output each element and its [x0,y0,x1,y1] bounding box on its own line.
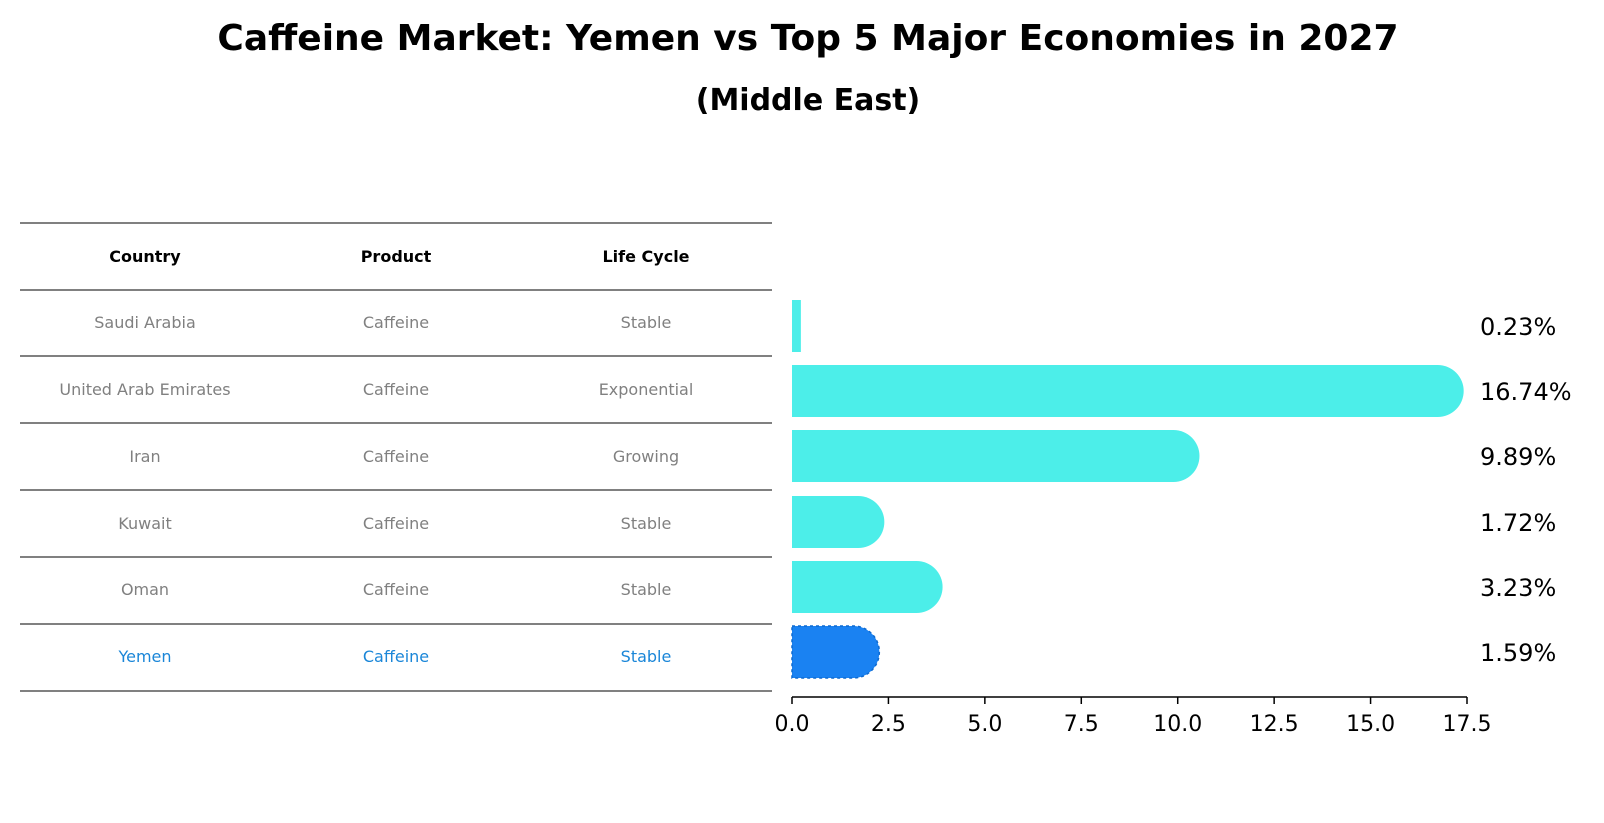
table-cell: Kuwait [118,514,171,533]
data-table: Country Product Life Cycle Saudi Arabia Caff… [20,222,772,692]
x-tick-label: 10.0 [1153,712,1202,737]
table-cell: Oman [121,580,169,599]
table-cell: Caffeine [363,647,429,666]
x-tick-label: 0.0 [775,712,810,737]
table-cell: Caffeine [363,514,429,533]
table-cell: Growing [613,447,679,466]
table-cell: Stable [621,647,672,666]
bar-saudi-arabia [792,300,801,352]
bar-value-label: 1.59% [1480,639,1556,667]
bar-yemen [791,625,881,679]
x-axis: 0.0 2.5 5.0 7.5 10.0 12.5 15.0 17.5 [775,696,1492,737]
x-tick-label: 2.5 [871,712,906,737]
table-cell: United Arab Emirates [59,380,230,399]
table-cell: Iran [129,447,160,466]
bar-value-label: 3.23% [1480,574,1556,602]
table-cell: Caffeine [363,447,429,466]
bar-united-arab-emirates [792,365,1464,417]
chart-title: Caffeine Market: Yemen vs Top 5 Major Ec… [217,18,1398,59]
table-cell: Stable [621,313,672,332]
table-header-country: Country [109,247,181,266]
table-cell: Exponential [599,380,694,399]
x-tick-label: 17.5 [1443,712,1492,737]
x-tick-label: 5.0 [967,712,1002,737]
bar-kuwait [792,496,885,548]
x-tick-label: 12.5 [1250,712,1299,737]
bar-value-label: 0.23% [1480,313,1556,341]
chart-subtitle: (Middle East) [696,83,921,118]
table-header-product: Product [361,247,432,266]
bar-value-label: 16.74% [1480,378,1572,406]
bar-value-label: 1.72% [1480,509,1556,537]
x-tick-label: 15.0 [1346,712,1395,737]
bar-iran [792,430,1200,482]
bar-plot: 0.23% 16.74% 9.89% 1.72% 3.23% 1.59% [791,300,1572,679]
bar-oman [792,561,943,613]
table-cell: Stable [621,580,672,599]
table-cell: Saudi Arabia [94,313,196,332]
table-cell: Stable [621,514,672,533]
table-cell: Yemen [117,647,171,666]
table-cell: Caffeine [363,580,429,599]
table-header-life-cycle: Life Cycle [602,247,689,266]
bar-value-label: 9.89% [1480,443,1556,471]
x-tick-label: 7.5 [1064,712,1099,737]
table-cell: Caffeine [363,380,429,399]
table-cell: Caffeine [363,313,429,332]
